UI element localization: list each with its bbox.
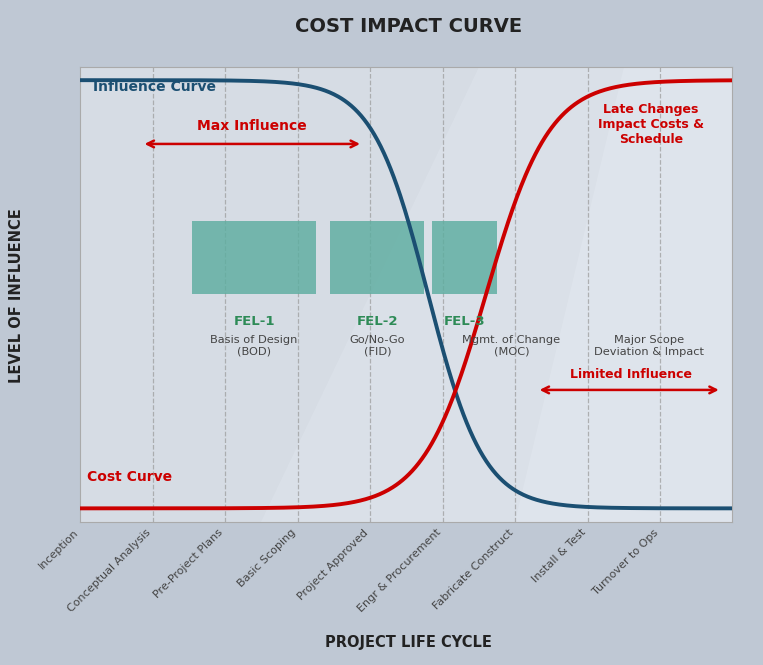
Text: COST IMPACT CURVE: COST IMPACT CURVE <box>295 17 522 36</box>
Text: Install & Test: Install & Test <box>530 527 588 585</box>
Text: Engr & Procurement: Engr & Procurement <box>356 527 443 614</box>
Bar <box>432 221 497 294</box>
Text: PROJECT LIFE CYCLE: PROJECT LIFE CYCLE <box>325 635 491 650</box>
Text: Mgmt. of Change
(MOC): Mgmt. of Change (MOC) <box>462 335 561 357</box>
Text: FEL-3: FEL-3 <box>443 315 485 328</box>
Bar <box>192 221 316 294</box>
Polygon shape <box>261 66 732 522</box>
Text: Go/No-Go
(FID): Go/No-Go (FID) <box>349 335 405 357</box>
Text: Influence Curve: Influence Curve <box>93 80 216 94</box>
Polygon shape <box>515 66 732 522</box>
Text: FEL-1: FEL-1 <box>233 315 275 328</box>
Text: Limited Influence: Limited Influence <box>570 368 692 381</box>
Text: Project Approved: Project Approved <box>296 527 370 602</box>
Text: Cost Curve: Cost Curve <box>87 469 172 483</box>
Text: Pre-Project Plans: Pre-Project Plans <box>153 527 225 600</box>
Text: Late Changes
Impact Costs &
Schedule: Late Changes Impact Costs & Schedule <box>598 103 704 146</box>
Text: Turnover to Ops: Turnover to Ops <box>591 527 660 597</box>
Text: Major Scope
Deviation & Impact: Major Scope Deviation & Impact <box>594 335 704 357</box>
Text: Conceptual Analysis: Conceptual Analysis <box>66 527 153 614</box>
Text: Basic Scoping: Basic Scoping <box>236 527 298 589</box>
Bar <box>330 221 424 294</box>
Text: Fabricate Construct: Fabricate Construct <box>431 527 515 611</box>
Text: Max Influence: Max Influence <box>197 118 307 132</box>
Text: Inception: Inception <box>37 527 80 571</box>
Text: FEL-2: FEL-2 <box>356 315 398 328</box>
Text: LEVEL OF INFLUENCE: LEVEL OF INFLUENCE <box>9 209 24 383</box>
Text: Basis of Design
(BOD): Basis of Design (BOD) <box>211 335 298 357</box>
